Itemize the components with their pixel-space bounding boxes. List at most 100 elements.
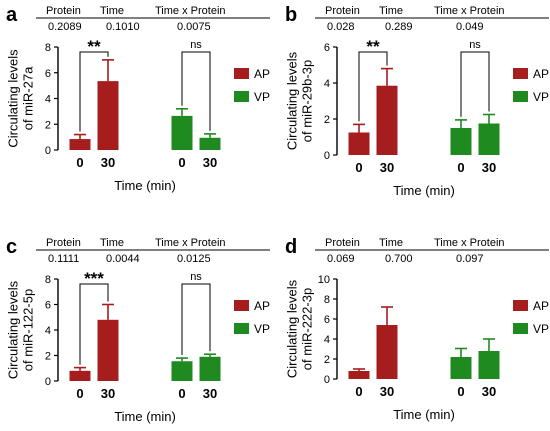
panel-d-xtick-VP-0: 0 (457, 384, 464, 399)
panel-a-label: a (6, 4, 18, 26)
panel-a-bar-AP-0 (69, 139, 91, 150)
panel-a-legend-label-VP: VP (254, 90, 270, 104)
panel-b-bracket-VP (460, 51, 490, 117)
panel-d-stats-header-0: Protein (325, 237, 360, 249)
panel-a-bracket-AP (79, 51, 109, 132)
panel-a-significance-AP: ** (87, 37, 101, 56)
panel-d-ytick-label: 0 (324, 374, 330, 386)
panel-d-xtick-AP-0: 0 (355, 384, 362, 399)
panel-b-stats-header-1: Time (379, 5, 403, 17)
panel-b-ylabel: Circulating levelsof miR-29b-3p (284, 51, 314, 150)
panel-a-stats-header-0: Protein (46, 5, 81, 17)
panel-a-legend-swatch-AP (234, 68, 249, 79)
panel-a-stats-header-2: Time x Protein (155, 5, 226, 17)
panel-a-ylabel-line-0: Circulating levels (5, 49, 20, 148)
panel-c-stats-header-0: Protein (46, 237, 81, 249)
panel-d-ylabel-line-0: Circulating levels (284, 279, 299, 378)
panel-d-stats-value-2: 0.097 (456, 253, 484, 265)
panel-b-xlabel: Time (min) (393, 183, 455, 198)
panel-c-bracket-VP (181, 283, 211, 356)
panel-b-xtick-VP-0: 0 (457, 160, 464, 175)
panel-c-xtick-AP-30: 30 (101, 386, 115, 401)
panel-a-ytick-label: 0 (45, 145, 51, 157)
panel-d-xlabel: Time (min) (393, 407, 455, 422)
panel-c-bar-AP-30 (97, 319, 119, 381)
panel-b-bar-AP-0 (348, 132, 370, 155)
panel-a-stats-value-0: 0.2089 (48, 21, 82, 33)
panel-c-xtick-VP-30: 30 (203, 386, 217, 401)
panel-a-ytick-label: 6 (45, 68, 51, 80)
panel-b-ytick-label: 4 (324, 78, 330, 90)
panel-d-stats-header-2: Time x Protein (434, 237, 505, 249)
panel-c-ytick-label: 2 (45, 351, 51, 363)
panel-c-bar-VP-0 (171, 361, 193, 381)
panel-d-label: d (285, 236, 297, 258)
panel-a-significance-VP: ns (190, 39, 202, 51)
panel-a-legend-label-AP: AP (254, 67, 270, 81)
panel-b-stats-header-0: Protein (325, 5, 360, 17)
panel-d-bar-AP-0 (348, 371, 370, 379)
panel-d-legend-label-AP: AP (533, 299, 549, 313)
panel-a-ylabel-line-1: of miR-27a (20, 66, 35, 130)
panel-c-bar-VP-30 (199, 356, 221, 381)
panel-c-significance-VP: ns (190, 271, 202, 283)
panel-c-xtick-VP-0: 0 (178, 386, 185, 401)
panel-c-stats-value-2: 0.0125 (177, 253, 211, 265)
panel-a-xlabel: Time (min) (114, 178, 176, 193)
panel-b-stats-header-2: Time x Protein (434, 5, 505, 17)
panel-b-ylabel-line-1: of miR-29b-3p (299, 60, 314, 142)
panel-b-xtick-AP-0: 0 (355, 160, 362, 175)
panel-d-stats-value-0: 0.069 (327, 253, 355, 265)
panel-a-ytick-label: 4 (45, 94, 51, 106)
panel-b-legend-label-VP: VP (533, 90, 549, 104)
panel-c-bar-AP-0 (69, 370, 91, 381)
panel-d-ylabel-line-1: of miR-222-3p (299, 288, 314, 370)
panel-a-stats-header-1: Time (100, 5, 124, 17)
panel-b-stats-value-0: 0.028 (327, 21, 355, 33)
panel-c-ytick-label: 4 (45, 325, 51, 337)
panel-b-ytick-label: 0 (324, 150, 330, 162)
panel-c-bracket-AP (79, 283, 109, 365)
panel-d-legend-swatch-AP (513, 300, 528, 311)
panel-c-stats-value-0: 0.1111 (48, 253, 79, 265)
panel-d-stats-value-1: 0.700 (385, 253, 413, 265)
panel-c-legend-label-AP: AP (254, 299, 270, 313)
panel-a-xtick-VP-0: 0 (178, 155, 185, 170)
panel-d-bar-VP-30 (478, 351, 500, 379)
panel-c-stats-header-1: Time (100, 237, 124, 249)
panel-a-bar-VP-0 (171, 115, 193, 150)
panel-b-ylabel-line-0: Circulating levels (284, 51, 299, 150)
panel-a-ylabel: Circulating levelsof miR-27a (5, 49, 35, 148)
panel-a-xtick-AP-0: 0 (76, 155, 83, 170)
panel-c-label: c (6, 236, 17, 258)
panel-d-bar-AP-30 (376, 325, 398, 379)
panel-c-xtick-AP-0: 0 (76, 386, 83, 401)
panel-b-stats-value-2: 0.049 (456, 21, 484, 33)
panel-d-ytick-label: 6 (324, 314, 330, 326)
panel-d-ytick-label: 10 (318, 274, 330, 286)
panel-b-legend-swatch-AP (513, 68, 528, 79)
panel-a-stats-value-2: 0.0075 (177, 21, 211, 33)
panel-c-ytick-label: 0 (45, 376, 51, 388)
panel-b-xtick-AP-30: 30 (380, 160, 394, 175)
panel-b-ytick-label: 2 (324, 114, 330, 126)
panel-a-stats-value-1: 0.1010 (106, 21, 140, 33)
panel-b-legend-swatch-VP (513, 91, 528, 102)
panel-c-stats-value-1: 0.0044 (106, 253, 140, 265)
panel-c-legend-swatch-VP (234, 323, 249, 334)
panel-a-legend-swatch-VP (234, 91, 249, 102)
panel-a-ytick-label: 2 (45, 119, 51, 131)
panel-b-label: b (285, 4, 297, 26)
panel-a-bracket-VP (181, 51, 211, 131)
panel-b-ytick-label: 6 (324, 42, 330, 54)
panel-b-stats-value-1: 0.289 (385, 21, 413, 33)
panel-a-xtick-AP-30: 30 (101, 155, 115, 170)
panel-a-bar-AP-30 (97, 81, 119, 150)
panel-c-ylabel: Circulating levelsof miR-122-5p (5, 280, 35, 379)
panel-d-ytick-label: 2 (324, 354, 330, 366)
panel-d-bar-VP-0 (450, 357, 472, 379)
panel-a-bar-VP-30 (199, 137, 221, 150)
panel-c-ytick-label: 8 (45, 274, 51, 286)
panel-c-ylabel-line-0: Circulating levels (5, 280, 20, 379)
panel-b-significance-VP: ns (469, 39, 481, 51)
